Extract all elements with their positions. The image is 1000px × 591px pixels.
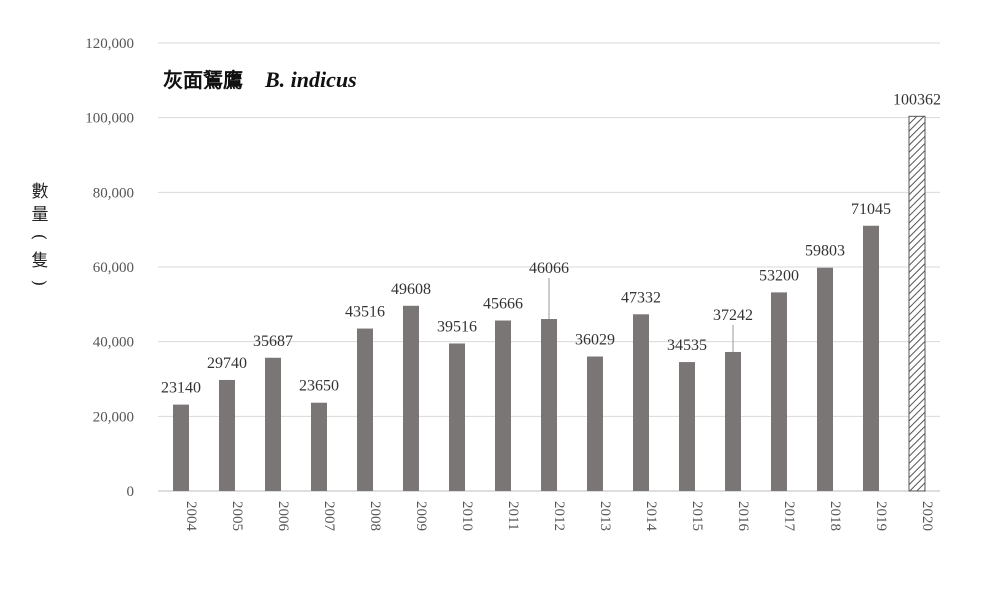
y-axis-title-char: 隻 (32, 251, 49, 271)
data-label-2014: 47332 (621, 289, 661, 306)
data-label-2009: 49608 (391, 281, 431, 298)
bar-2013 (587, 356, 603, 491)
x-tick-label: 2005 (229, 501, 245, 531)
chart-title-latin: B. indicus (264, 67, 357, 92)
y-axis-title-char: ( (29, 234, 49, 241)
bars (173, 115, 926, 492)
x-axis-tick-labels: 2004 2005 2006 2007 2008 2009 2010 2011 2012 2013… (183, 501, 935, 532)
bar-2018 (817, 267, 833, 491)
y-tick-label: 40,000 (93, 335, 134, 351)
data-label-2017: 53200 (759, 267, 799, 284)
x-tick-label: 2017 (781, 501, 797, 532)
bar-2015 (679, 362, 695, 491)
y-tick-label: 60,000 (93, 260, 134, 276)
bar-2005 (219, 379, 235, 491)
x-tick-label: 2010 (459, 501, 475, 531)
data-label-2010: 39516 (437, 318, 477, 335)
data-label-2020: 100362 (893, 91, 941, 108)
y-tick-label: 100,000 (85, 111, 134, 127)
y-tick-label: 20,000 (93, 409, 134, 425)
y-axis-title: 數量 ( 隻) (29, 182, 49, 286)
x-tick-label: 2020 (919, 501, 935, 531)
bar-2008 (357, 328, 373, 491)
bar-2019 (863, 225, 879, 492)
data-label-2008: 43516 (345, 304, 385, 321)
bar-2007 (311, 402, 327, 491)
bar-2011 (495, 320, 511, 491)
y-tick-label: 120,000 (85, 36, 134, 52)
y-tick-label: 0 (127, 484, 135, 500)
x-tick-label: 2015 (689, 501, 705, 531)
x-tick-label: 2007 (321, 501, 337, 532)
x-tick-label: 2009 (413, 501, 429, 531)
y-axis-title-char: 量 (32, 205, 49, 225)
bar-2009 (403, 305, 419, 491)
data-label-2007: 23650 (299, 378, 339, 395)
y-axis-title-char: ) (29, 280, 49, 287)
x-tick-label: 2013 (597, 501, 613, 531)
data-label-2011: 45666 (483, 296, 523, 313)
x-tick-label: 2012 (551, 501, 567, 531)
x-tick-label: 2004 (183, 501, 199, 532)
bar-2017 (771, 292, 787, 491)
data-label-2012: 46066 (529, 260, 569, 277)
bar-2006 (265, 357, 281, 491)
bar-2020 (908, 115, 926, 492)
x-tick-label: 2016 (735, 501, 751, 532)
bar-2014 (633, 314, 649, 491)
y-axis-title-char: 數 (32, 182, 49, 202)
bar-2010 (449, 343, 465, 491)
x-tick-label: 2006 (275, 501, 291, 532)
y-tick-label: 80,000 (93, 185, 134, 201)
data-label-2005: 29740 (207, 355, 247, 372)
x-tick-label: 2011 (505, 501, 521, 530)
data-label-2019: 71045 (851, 201, 891, 218)
x-tick-label: 2019 (873, 501, 889, 531)
data-label-2016: 37242 (713, 307, 753, 324)
x-tick-label: 2008 (367, 501, 383, 531)
data-label-2013: 36029 (575, 331, 615, 348)
x-tick-label: 2018 (827, 501, 843, 531)
data-label-2018: 59803 (805, 243, 845, 260)
y-axis-tick-labels: 0 20,000 40,000 60,000 80,000 100,000 120,000 (85, 36, 134, 500)
bar-2012 (541, 319, 557, 491)
data-label-2015: 34535 (667, 337, 707, 354)
data-label-2004: 23140 (161, 380, 201, 397)
bar-2004 (173, 404, 189, 491)
data-labels: 23140 29740 35687 23650 43516 49608 39516 45666… (161, 91, 941, 396)
bar-2016 (725, 351, 741, 491)
data-label-2006: 35687 (253, 333, 293, 350)
chart-title-cn: 灰面鵟鷹 (163, 68, 243, 92)
x-tick-label: 2014 (643, 501, 659, 532)
chart-title: 灰面鵟鷹 B. indicus (163, 67, 357, 92)
